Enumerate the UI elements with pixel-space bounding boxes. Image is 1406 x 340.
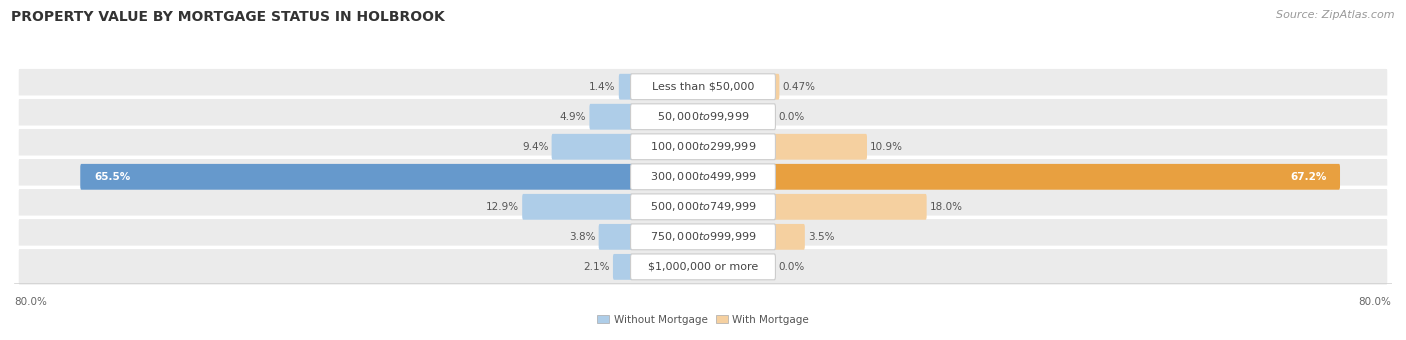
Text: $500,000 to $749,999: $500,000 to $749,999 [650, 200, 756, 213]
FancyBboxPatch shape [630, 164, 776, 190]
FancyBboxPatch shape [522, 194, 633, 220]
FancyBboxPatch shape [17, 97, 1389, 136]
Text: 3.8%: 3.8% [569, 232, 596, 242]
Text: 9.4%: 9.4% [522, 142, 548, 152]
Text: $1,000,000 or more: $1,000,000 or more [648, 262, 758, 272]
FancyBboxPatch shape [773, 164, 1340, 190]
FancyBboxPatch shape [17, 248, 1389, 286]
Text: 65.5%: 65.5% [94, 172, 131, 182]
FancyBboxPatch shape [589, 104, 633, 130]
FancyBboxPatch shape [773, 224, 804, 250]
FancyBboxPatch shape [630, 74, 776, 100]
FancyBboxPatch shape [773, 134, 868, 160]
Text: $300,000 to $499,999: $300,000 to $499,999 [650, 170, 756, 183]
Text: $50,000 to $99,999: $50,000 to $99,999 [657, 110, 749, 123]
FancyBboxPatch shape [613, 254, 633, 280]
Text: 4.9%: 4.9% [560, 112, 586, 122]
FancyBboxPatch shape [17, 187, 1389, 226]
FancyBboxPatch shape [773, 194, 927, 220]
Text: Less than $50,000: Less than $50,000 [652, 82, 754, 92]
FancyBboxPatch shape [619, 74, 633, 100]
Text: 12.9%: 12.9% [486, 202, 519, 212]
Text: 67.2%: 67.2% [1291, 172, 1326, 182]
Text: 10.9%: 10.9% [870, 142, 903, 152]
Text: 3.5%: 3.5% [808, 232, 835, 242]
FancyBboxPatch shape [551, 134, 633, 160]
FancyBboxPatch shape [17, 127, 1389, 166]
Text: 18.0%: 18.0% [929, 202, 963, 212]
Text: PROPERTY VALUE BY MORTGAGE STATUS IN HOLBROOK: PROPERTY VALUE BY MORTGAGE STATUS IN HOL… [11, 10, 444, 24]
Text: $750,000 to $999,999: $750,000 to $999,999 [650, 231, 756, 243]
FancyBboxPatch shape [17, 67, 1389, 106]
FancyBboxPatch shape [17, 157, 1389, 196]
Text: 0.0%: 0.0% [779, 112, 804, 122]
FancyBboxPatch shape [17, 217, 1389, 256]
Text: 0.47%: 0.47% [783, 82, 815, 92]
FancyBboxPatch shape [630, 254, 776, 280]
Text: Source: ZipAtlas.com: Source: ZipAtlas.com [1277, 10, 1395, 20]
FancyBboxPatch shape [599, 224, 633, 250]
FancyBboxPatch shape [80, 164, 633, 190]
FancyBboxPatch shape [630, 224, 776, 250]
FancyBboxPatch shape [630, 194, 776, 220]
Text: $100,000 to $299,999: $100,000 to $299,999 [650, 140, 756, 153]
FancyBboxPatch shape [630, 134, 776, 160]
FancyBboxPatch shape [773, 74, 779, 100]
Text: 2.1%: 2.1% [583, 262, 610, 272]
Legend: Without Mortgage, With Mortgage: Without Mortgage, With Mortgage [593, 310, 813, 329]
Text: 1.4%: 1.4% [589, 82, 616, 92]
FancyBboxPatch shape [630, 104, 776, 130]
Text: 0.0%: 0.0% [779, 262, 804, 272]
